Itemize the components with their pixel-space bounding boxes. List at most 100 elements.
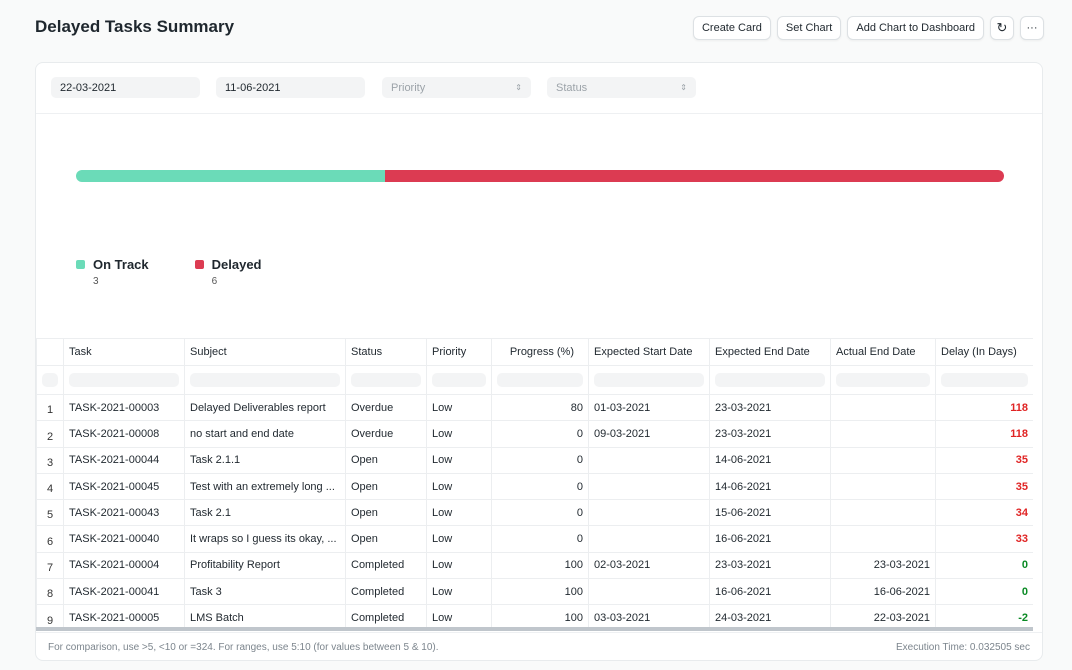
table-cell: Low bbox=[426, 525, 492, 553]
add-chart-to-dashboard-button[interactable]: Add Chart to Dashboard bbox=[847, 16, 984, 40]
table-cell: 22-03-2021 bbox=[830, 604, 936, 629]
table-cell: Low bbox=[426, 578, 492, 606]
column-header[interactable]: Expected Start Date bbox=[588, 338, 710, 366]
table-cell: Low bbox=[426, 446, 492, 474]
to-date-input[interactable]: 11-06-2021 bbox=[216, 77, 365, 98]
column-header[interactable]: Progress (%) bbox=[491, 338, 589, 366]
table-cell: TASK-2021-00003 bbox=[63, 393, 185, 422]
legend-label: Delayed bbox=[211, 257, 262, 272]
set-chart-button[interactable]: Set Chart bbox=[776, 16, 842, 40]
table-row[interactable]: 6 TASK-2021-00040 It wraps so I guess its … bbox=[36, 525, 1033, 553]
legend-item: Delayed 6 bbox=[194, 257, 262, 287]
table-row[interactable]: 5 TASK-2021-00043 Task 2.1 Open Low 0 15-06-20… bbox=[36, 499, 1033, 527]
column-filter bbox=[830, 365, 936, 395]
legend-swatch bbox=[76, 260, 85, 269]
table-cell bbox=[830, 525, 936, 553]
table-cell: TASK-2021-00043 bbox=[63, 499, 185, 527]
table-row[interactable]: 7 TASK-2021-00004 Profitability Report Comp… bbox=[36, 551, 1033, 580]
table-cell: 23-03-2021 bbox=[709, 551, 831, 580]
legend-label-row: Delayed bbox=[194, 257, 262, 272]
column-filter-input[interactable] bbox=[42, 373, 58, 387]
column-filter-input[interactable] bbox=[836, 373, 930, 387]
table-cell: 0 bbox=[491, 472, 589, 501]
column-header[interactable]: Expected End Date bbox=[709, 338, 831, 366]
report-card: 22-03-2021 11-06-2021 Priority ⇕ Status ⇕ … bbox=[35, 62, 1043, 661]
column-header[interactable]: Delay (In Days) bbox=[935, 338, 1033, 366]
column-header[interactable]: Status bbox=[345, 338, 427, 366]
table-cell: TASK-2021-00005 bbox=[63, 604, 185, 629]
table-cell: 14-06-2021 bbox=[709, 472, 831, 501]
table-cell: It wraps so I guess its okay, ... bbox=[184, 525, 346, 553]
more-button[interactable]: ··· bbox=[1020, 16, 1044, 40]
table-cell: Delayed Deliverables report bbox=[184, 393, 346, 422]
execution-time: Execution Time: 0.032505 sec bbox=[896, 642, 1030, 653]
table-cell: 34 bbox=[935, 499, 1033, 527]
table-row[interactable]: 4 TASK-2021-00045 Test with an extremely l… bbox=[36, 472, 1033, 501]
column-filter-input[interactable] bbox=[69, 373, 179, 387]
refresh-button[interactable]: ↻ bbox=[990, 16, 1014, 40]
table-cell: 2 bbox=[36, 420, 64, 448]
table-cell bbox=[830, 420, 936, 448]
table-cell: 23-03-2021 bbox=[830, 551, 936, 580]
column-filter-input[interactable] bbox=[715, 373, 825, 387]
table-row[interactable]: 9 TASK-2021-00005 LMS Batch Completed Low 100… bbox=[36, 604, 1033, 629]
table-cell: Open bbox=[345, 499, 427, 527]
column-filter-input[interactable] bbox=[432, 373, 486, 387]
table-cell: 4 bbox=[36, 472, 64, 501]
column-filter-input[interactable] bbox=[594, 373, 704, 387]
table-cell: Task 2.1.1 bbox=[184, 446, 346, 474]
create-card-button[interactable]: Create Card bbox=[692, 16, 771, 40]
priority-select[interactable]: Priority ⇕ bbox=[382, 77, 531, 98]
table-cell: Completed bbox=[345, 551, 427, 580]
column-header[interactable]: Task bbox=[63, 338, 185, 366]
column-header[interactable]: Subject bbox=[184, 338, 346, 366]
table-row[interactable]: 3 TASK-2021-00044 Task 2.1.1 Open Low 0 14-06-… bbox=[36, 446, 1033, 474]
table-cell: Profitability Report bbox=[184, 551, 346, 580]
table-row[interactable]: 2 TASK-2021-00008 no start and end date Ove… bbox=[36, 420, 1033, 448]
table-row[interactable]: 8 TASK-2021-00041 Task 3 Completed Low 100 16-… bbox=[36, 578, 1033, 606]
legend-item: On Track 3 bbox=[76, 257, 149, 287]
table-cell: Low bbox=[426, 420, 492, 448]
column-filter-input[interactable] bbox=[941, 373, 1028, 387]
column-filter-input[interactable] bbox=[190, 373, 340, 387]
status-select[interactable]: Status ⇕ bbox=[547, 77, 696, 98]
filter-bar: 22-03-2021 11-06-2021 Priority ⇕ Status ⇕ bbox=[36, 63, 1042, 114]
column-header[interactable]: Priority bbox=[426, 338, 492, 366]
page-title: Delayed Tasks Summary bbox=[35, 17, 235, 36]
table-cell: Open bbox=[345, 446, 427, 474]
priority-placeholder: Priority bbox=[391, 81, 426, 94]
column-filter-input[interactable] bbox=[351, 373, 421, 387]
table-cell: 24-03-2021 bbox=[709, 604, 831, 629]
column-header[interactable]: Actual End Date bbox=[830, 338, 936, 366]
chart-legend: On Track 3 Delayed 6 bbox=[76, 257, 262, 287]
table-cell: 23-03-2021 bbox=[709, 420, 831, 448]
bar-segment-on-track[interactable] bbox=[76, 170, 386, 182]
table-cell: Task 2.1 bbox=[184, 499, 346, 527]
table-cell: 35 bbox=[935, 446, 1033, 474]
ellipsis-icon: ··· bbox=[1026, 22, 1038, 34]
table-cell: 5 bbox=[36, 499, 64, 527]
table-cell: Task 3 bbox=[184, 578, 346, 606]
column-header[interactable] bbox=[36, 338, 64, 366]
horizontal-scrollbar[interactable] bbox=[36, 627, 1033, 631]
table-cell: 1 bbox=[36, 393, 64, 422]
table-cell bbox=[830, 472, 936, 501]
legend-label-row: On Track bbox=[76, 257, 149, 272]
legend-swatch bbox=[194, 260, 204, 269]
table-cell: 0 bbox=[491, 525, 589, 553]
column-filter bbox=[491, 365, 589, 395]
table-cell: 16-06-2021 bbox=[709, 578, 831, 606]
from-date-input[interactable]: 22-03-2021 bbox=[51, 77, 200, 98]
toolbar: Create Card Set Chart Add Chart to Dashb… bbox=[692, 16, 1044, 40]
column-filter-input[interactable] bbox=[497, 373, 583, 387]
report-footer: For comparison, use >5, <10 or =324. For… bbox=[36, 632, 1042, 660]
table-cell: 23-03-2021 bbox=[709, 393, 831, 422]
column-filter bbox=[345, 365, 427, 395]
table-cell bbox=[588, 525, 710, 553]
table-row[interactable]: 1 TASK-2021-00003 Delayed Deliverables rep… bbox=[36, 393, 1033, 422]
table-cell: Low bbox=[426, 472, 492, 501]
table-cell: 02-03-2021 bbox=[588, 551, 710, 580]
table-cell: TASK-2021-00044 bbox=[63, 446, 185, 474]
bar-segment-delayed[interactable] bbox=[385, 170, 1004, 182]
table-cell: Open bbox=[345, 472, 427, 501]
